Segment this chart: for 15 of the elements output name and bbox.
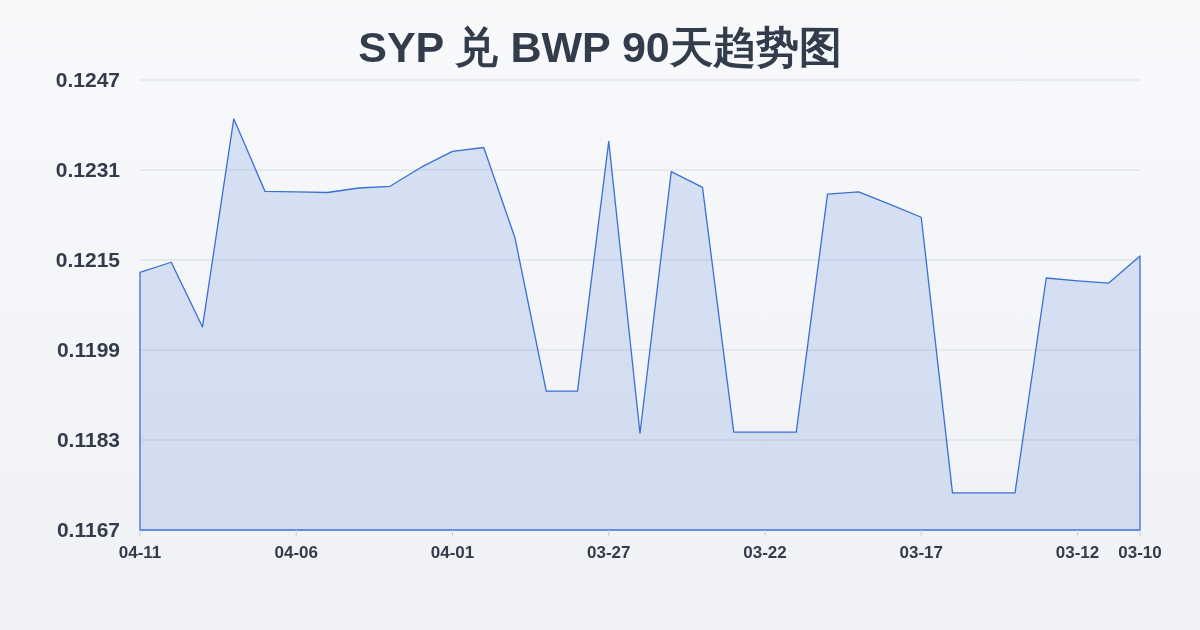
xtick-label: 04-01 [430,543,475,562]
ytick-label: 0.1167 [56,518,120,541]
xtick-label: 03-27 [587,543,631,562]
xtick-label: 03-22 [743,543,787,562]
xtick-label: 04-11 [118,543,162,562]
ytick-label: 0.1183 [56,428,120,451]
title: SYP 兑 BWP 90天趋势图 [358,23,842,71]
xtick-label: 03-12 [1055,543,1100,562]
ytick-label: 0.1247 [55,68,120,91]
xtick-label: 04-06 [274,543,318,562]
ytick-label: 0.1215 [55,248,120,271]
ytick-label: 0.1199 [56,338,120,361]
ytick-label: 0.1231 [55,158,120,181]
xtick-label: 03-17 [899,543,943,562]
xtick-label: 03-10 [1118,543,1162,562]
